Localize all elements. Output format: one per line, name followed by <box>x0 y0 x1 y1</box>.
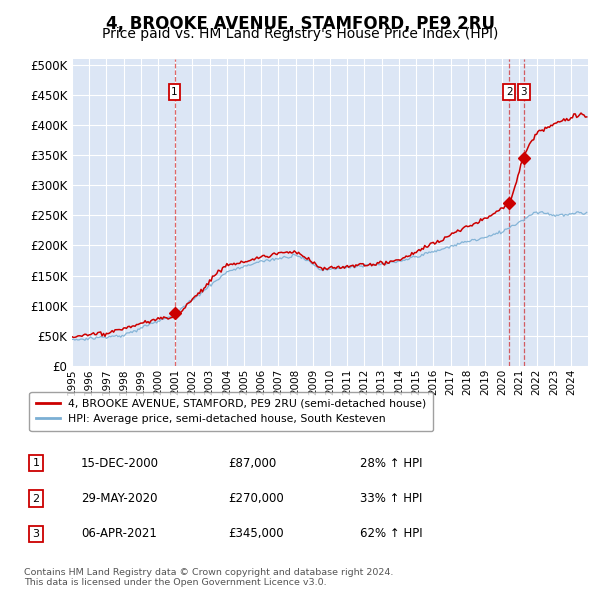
Legend: 4, BROOKE AVENUE, STAMFORD, PE9 2RU (semi-detached house), HPI: Average price, s: 4, BROOKE AVENUE, STAMFORD, PE9 2RU (sem… <box>29 392 433 431</box>
Text: £87,000: £87,000 <box>228 457 276 470</box>
Text: Price paid vs. HM Land Registry's House Price Index (HPI): Price paid vs. HM Land Registry's House … <box>102 27 498 41</box>
Text: 3: 3 <box>521 87 527 97</box>
Text: 29-MAY-2020: 29-MAY-2020 <box>81 492 157 505</box>
Text: 33% ↑ HPI: 33% ↑ HPI <box>360 492 422 505</box>
Text: 4, BROOKE AVENUE, STAMFORD, PE9 2RU: 4, BROOKE AVENUE, STAMFORD, PE9 2RU <box>106 15 494 33</box>
Text: £345,000: £345,000 <box>228 527 284 540</box>
Text: 2: 2 <box>32 494 40 503</box>
Text: 2: 2 <box>506 87 512 97</box>
Text: 06-APR-2021: 06-APR-2021 <box>81 527 157 540</box>
Text: 62% ↑ HPI: 62% ↑ HPI <box>360 527 422 540</box>
Text: 28% ↑ HPI: 28% ↑ HPI <box>360 457 422 470</box>
Text: 1: 1 <box>171 87 178 97</box>
Text: 15-DEC-2000: 15-DEC-2000 <box>81 457 159 470</box>
Text: £270,000: £270,000 <box>228 492 284 505</box>
Text: Contains HM Land Registry data © Crown copyright and database right 2024.
This d: Contains HM Land Registry data © Crown c… <box>24 568 394 587</box>
Text: 3: 3 <box>32 529 40 539</box>
Text: 1: 1 <box>32 458 40 468</box>
